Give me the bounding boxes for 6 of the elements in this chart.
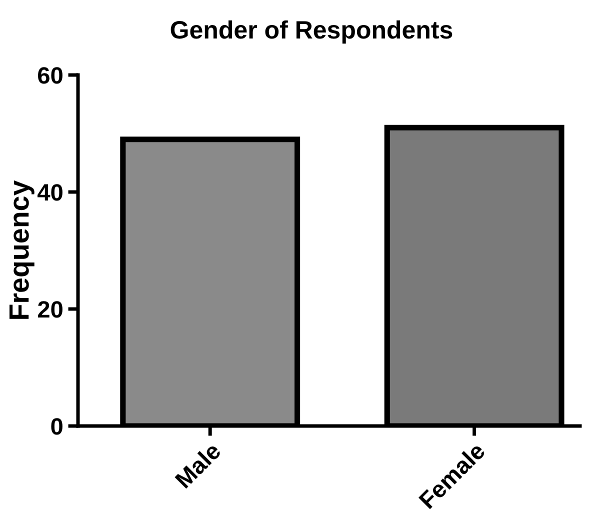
y-tick-label: 0	[51, 418, 62, 435]
y-axis-title: Frequency	[10, 180, 34, 319]
chart-title: Gender of Respondents	[170, 20, 452, 44]
y-tick-label: 40	[38, 184, 62, 201]
y-tick-label: 60	[38, 67, 62, 84]
y-tick-label: 20	[38, 301, 62, 318]
